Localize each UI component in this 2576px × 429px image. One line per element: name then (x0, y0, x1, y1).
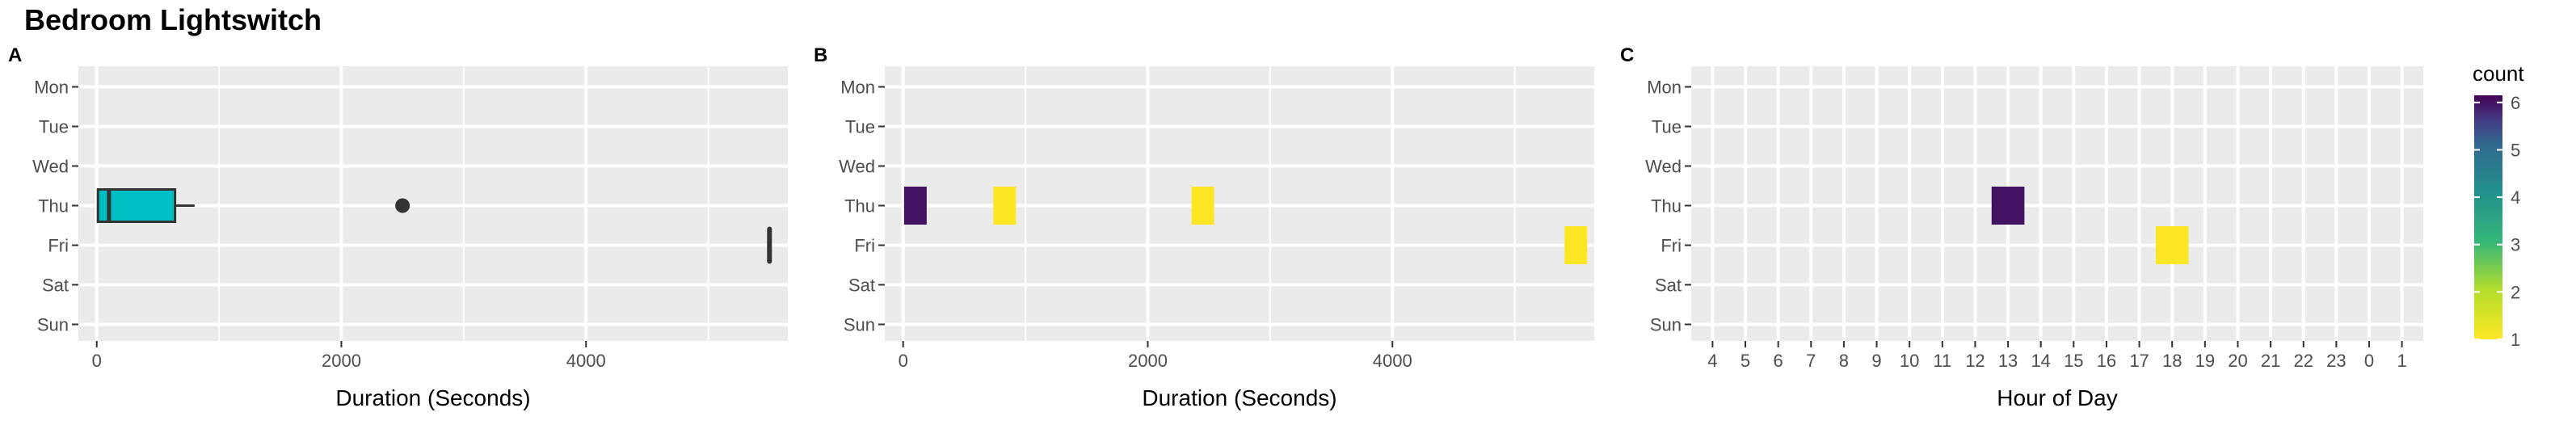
panel-c-x-axis: 4 5 6 7 8 9 10 11 12 13 14 15 16 17 18 19 20 21 22 23 0 1 (1707, 341, 2407, 371)
panel-a-tag: A (8, 44, 22, 66)
y-tick-label: Thu (38, 196, 69, 217)
legend-tick-label: 4 (2511, 187, 2520, 208)
x-tick-label: 16 (2097, 351, 2116, 371)
panel-b-x-axis: 0 2000 4000 (899, 341, 1412, 371)
x-tick-label: 4000 (566, 351, 606, 371)
x-tick-label: 10 (1900, 351, 1919, 371)
legend-ticks: 1 2 3 4 5 6 (2474, 93, 2520, 350)
y-tick-label: Tue (1652, 117, 1682, 137)
x-tick-label: 0 (2364, 351, 2374, 371)
y-tick-label: Fri (1661, 236, 1682, 256)
x-tick-label: 4 (1707, 351, 1717, 371)
heatmap-tile (993, 187, 1017, 225)
y-tick-label: Thu (1651, 196, 1682, 217)
y-tick-label: Tue (845, 117, 875, 137)
x-tick-label: 21 (2261, 351, 2280, 371)
x-tick-label: 9 (1871, 351, 1881, 371)
heatmap-tile (1191, 187, 1214, 225)
heatmap-tile (1564, 226, 1588, 264)
panel-a-x-axis: 0 2000 4000 (92, 341, 606, 371)
x-tick-label: 14 (2031, 351, 2050, 371)
panel-b-marks (903, 187, 1588, 264)
y-tick-label: Mon (34, 78, 69, 98)
x-tick-label: 0 (899, 351, 908, 371)
panel-a-x-axis-title: Duration (Seconds) (335, 385, 530, 410)
legend-colorbar (2474, 95, 2502, 339)
heatmap-tile (903, 187, 927, 225)
panel-c-background (1691, 66, 2423, 341)
box-outlier (395, 198, 410, 213)
panel-c-grid (1691, 66, 2423, 341)
x-tick-label: 0 (92, 351, 102, 371)
legend-title: count (2473, 61, 2524, 86)
y-tick-label: Tue (39, 117, 69, 137)
x-tick-label: 11 (1933, 351, 1951, 371)
legend-tick-label: 5 (2511, 140, 2520, 160)
y-tick-label: Sat (1655, 275, 1682, 296)
y-tick-label: Fri (48, 236, 69, 256)
legend-tick-label: 3 (2511, 235, 2520, 255)
x-tick-label: 22 (2293, 351, 2313, 371)
panel-c-x-axis-title: Hour of Day (1997, 385, 2117, 410)
y-tick-label: Wed (32, 157, 69, 177)
panel-b: B Mon Tue Wed Thu Fri Sat Sun 0 2000 4000 Durati… (814, 44, 1594, 410)
y-tick-label: Sat (42, 275, 69, 296)
x-tick-label: 23 (2326, 351, 2346, 371)
panel-c-marks (1991, 187, 2189, 264)
y-tick-label: Sun (1650, 315, 1682, 335)
legend-tick-label: 6 (2511, 93, 2520, 113)
x-tick-label: 20 (2228, 351, 2247, 371)
x-tick-label: 7 (1806, 351, 1816, 371)
panel-b-y-axis: Mon Tue Wed Thu Fri Sat Sun (839, 78, 885, 335)
heatmap-tile (2155, 226, 2189, 264)
panel-a-y-axis: Mon Tue Wed Thu Fri Sat Sun (32, 78, 78, 335)
panel-c-tag: C (1620, 44, 1634, 66)
x-tick-label: 15 (2064, 351, 2083, 371)
panel-a-marks (96, 188, 772, 264)
x-tick-label: 19 (2195, 351, 2215, 371)
panel-c-y-axis: Mon Tue Wed Thu Fri Sat Sun (1645, 78, 1691, 335)
x-tick-label: 2000 (322, 351, 361, 371)
y-tick-label: Sun (844, 315, 875, 335)
y-tick-label: Fri (854, 236, 875, 256)
color-legend: count 1 2 3 4 5 6 (2473, 61, 2524, 350)
x-tick-label: 18 (2162, 351, 2182, 371)
panel-b-background (885, 66, 1594, 341)
x-tick-label: 17 (2129, 351, 2149, 371)
y-tick-label: Wed (1645, 157, 1682, 177)
x-tick-label: 4000 (1373, 351, 1412, 371)
x-tick-label: 6 (1774, 351, 1783, 371)
y-tick-label: Wed (839, 157, 875, 177)
x-tick-label: 13 (1998, 351, 2018, 371)
legend-tick-label: 2 (2511, 282, 2520, 302)
x-tick-label: 12 (1965, 351, 1985, 371)
y-tick-label: Sun (37, 315, 69, 335)
panel-b-x-axis-title: Duration (Seconds) (1142, 385, 1336, 410)
figure-title: Bedroom Lightswitch (24, 3, 322, 36)
panel-a-grid (78, 66, 788, 341)
heatmap-tile (1991, 187, 2025, 225)
x-tick-label: 2000 (1128, 351, 1168, 371)
x-tick-label: 8 (1839, 351, 1849, 371)
panel-b-tag: B (814, 44, 827, 66)
y-tick-label: Sat (848, 275, 875, 296)
y-tick-label: Thu (844, 196, 875, 217)
y-tick-label: Mon (840, 78, 875, 98)
y-tick-label: Mon (1647, 78, 1682, 98)
x-tick-label: 5 (1740, 351, 1750, 371)
x-tick-label: 1 (2397, 351, 2406, 371)
panel-a: A Mon Tue Wed Thu Fri Sat Sun 0 2000 4000 Durati… (8, 44, 788, 410)
panel-a-background (78, 66, 788, 341)
legend-tick-label: 1 (2511, 330, 2520, 350)
